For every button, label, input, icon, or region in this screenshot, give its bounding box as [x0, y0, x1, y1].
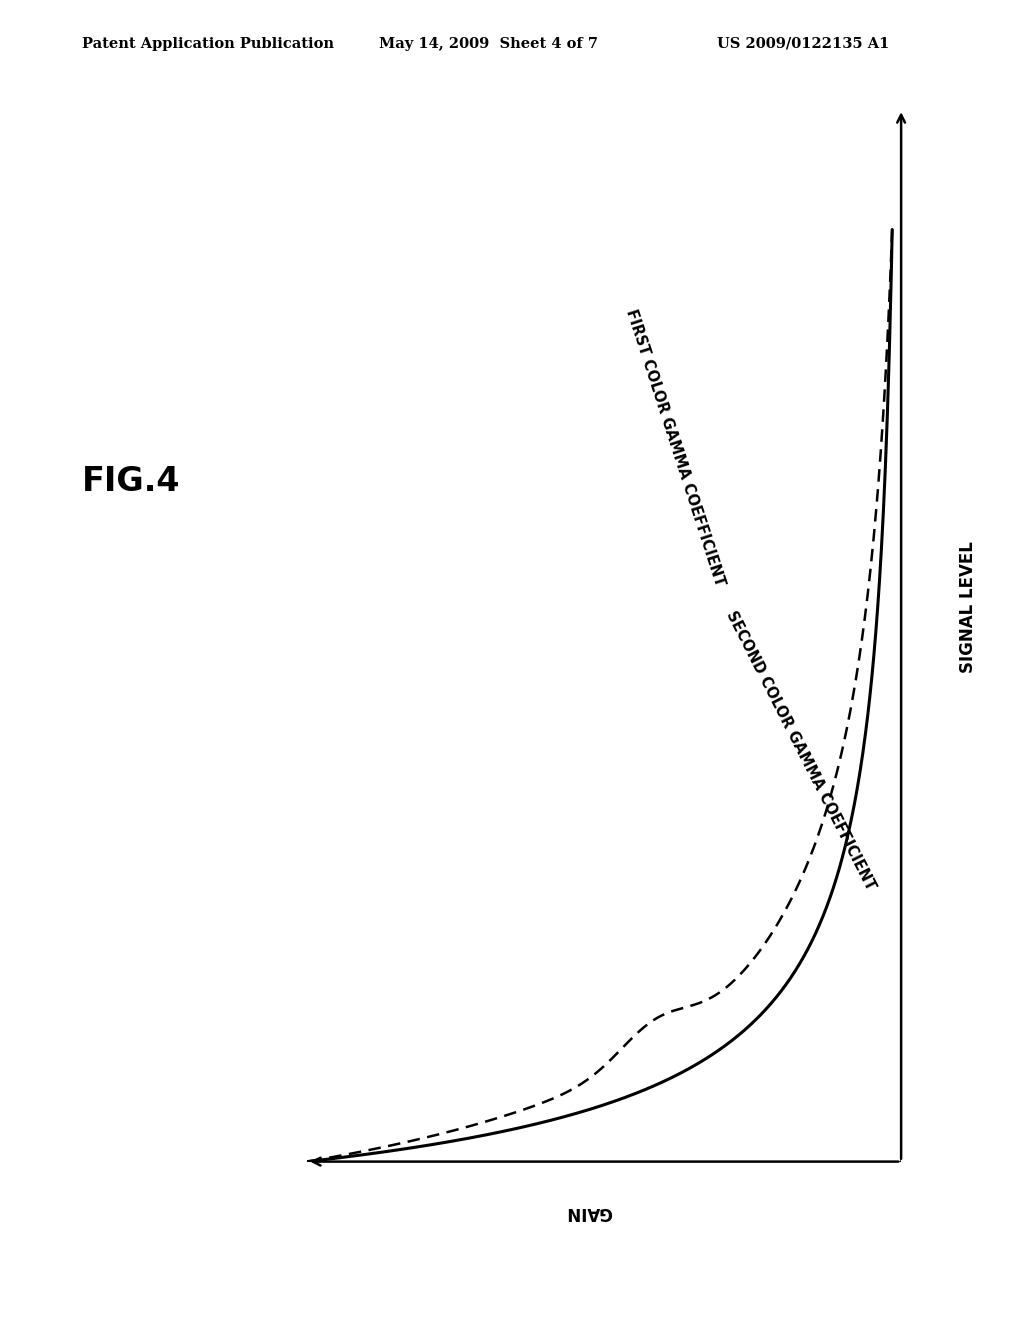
- Text: GAIN: GAIN: [565, 1203, 612, 1221]
- Text: May 14, 2009  Sheet 4 of 7: May 14, 2009 Sheet 4 of 7: [379, 37, 598, 51]
- Text: US 2009/0122135 A1: US 2009/0122135 A1: [717, 37, 889, 51]
- Text: Patent Application Publication: Patent Application Publication: [82, 37, 334, 51]
- Text: FIRST COLOR GAMMA COEFFICIENT: FIRST COLOR GAMMA COEFFICIENT: [624, 306, 727, 587]
- Text: FIG.4: FIG.4: [82, 465, 180, 498]
- Text: SECOND COLOR GAMMA COEFFICIENT: SECOND COLOR GAMMA COEFFICIENT: [723, 609, 878, 892]
- Text: SIGNAL LEVEL: SIGNAL LEVEL: [958, 541, 977, 673]
